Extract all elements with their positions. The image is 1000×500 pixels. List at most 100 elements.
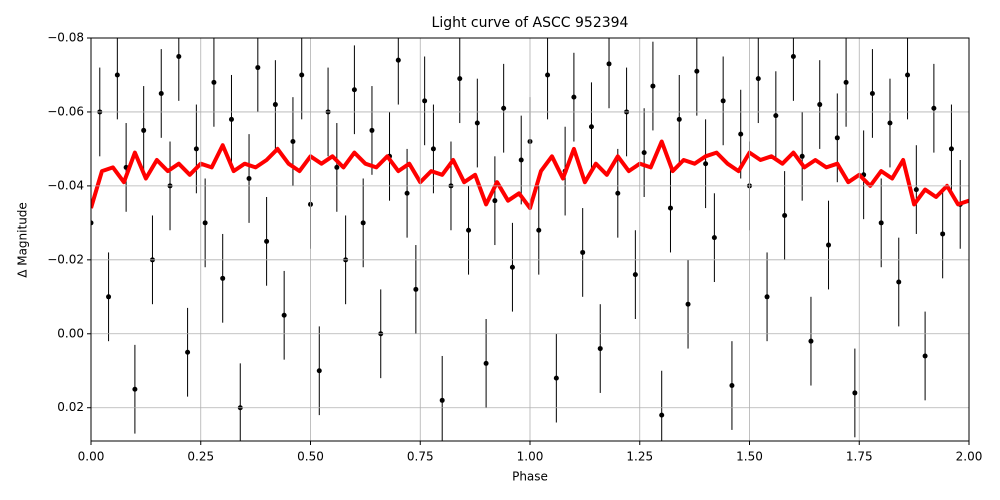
data-point bbox=[536, 227, 542, 233]
data-point bbox=[896, 279, 902, 285]
data-point bbox=[501, 105, 507, 111]
data-point bbox=[764, 294, 770, 300]
x-tick-label: 0.75 bbox=[407, 450, 434, 464]
x-tick-label: 2.00 bbox=[956, 450, 983, 464]
data-point bbox=[185, 349, 191, 355]
x-axis-label: Phase bbox=[512, 470, 548, 484]
data-point bbox=[457, 76, 463, 82]
y-axis-label: Δ Magnitude bbox=[16, 202, 30, 278]
data-point bbox=[430, 146, 436, 152]
data-point bbox=[940, 231, 946, 237]
data-point bbox=[694, 68, 700, 74]
y-tick-label: −0.04 bbox=[47, 178, 84, 192]
data-point bbox=[580, 249, 586, 255]
data-point bbox=[685, 301, 691, 307]
data-point bbox=[474, 120, 480, 126]
plot-frame bbox=[90, 37, 970, 442]
data-point bbox=[650, 83, 656, 89]
data-point bbox=[843, 79, 849, 85]
data-point bbox=[211, 79, 217, 85]
data-point bbox=[264, 238, 270, 244]
data-point bbox=[869, 90, 875, 96]
y-tick-label: −0.02 bbox=[47, 252, 84, 266]
data-point bbox=[202, 220, 208, 226]
data-point bbox=[413, 286, 419, 292]
data-point bbox=[887, 120, 893, 126]
data-point bbox=[158, 90, 164, 96]
data-point bbox=[466, 227, 472, 233]
x-tick-label: 1.50 bbox=[736, 450, 763, 464]
y-tick-label: −0.08 bbox=[47, 31, 84, 45]
data-point bbox=[316, 368, 322, 374]
data-point bbox=[351, 87, 357, 93]
data-point bbox=[659, 412, 665, 418]
data-point bbox=[773, 113, 779, 119]
data-point bbox=[667, 205, 673, 211]
data-point bbox=[334, 164, 340, 170]
data-point bbox=[790, 53, 796, 59]
data-point bbox=[782, 212, 788, 218]
data-point bbox=[220, 275, 226, 281]
data-point bbox=[404, 190, 410, 196]
data-point bbox=[606, 61, 612, 67]
data-point bbox=[255, 65, 261, 71]
data-point bbox=[369, 127, 375, 133]
data-point bbox=[720, 98, 726, 104]
data-point bbox=[299, 72, 305, 78]
data-point bbox=[483, 360, 489, 366]
data-point bbox=[395, 57, 401, 63]
data-point bbox=[509, 264, 515, 270]
data-point bbox=[272, 102, 278, 108]
data-point bbox=[422, 98, 428, 104]
data-point bbox=[817, 102, 823, 108]
y-tick-label: 0.00 bbox=[57, 326, 84, 340]
data-point bbox=[176, 53, 182, 59]
data-point bbox=[641, 150, 647, 156]
data-point bbox=[931, 105, 937, 111]
data-point bbox=[834, 135, 840, 141]
data-point bbox=[799, 153, 805, 159]
data-point bbox=[360, 220, 366, 226]
data-point bbox=[141, 127, 147, 133]
x-tick-label: 1.25 bbox=[626, 450, 653, 464]
data-point bbox=[808, 338, 814, 344]
x-tick-label: 1.75 bbox=[846, 450, 873, 464]
data-point bbox=[518, 157, 524, 163]
data-point bbox=[193, 146, 199, 152]
y-tick-label: 0.02 bbox=[57, 400, 84, 414]
chart-title: Light curve of ASCC 952394 bbox=[432, 15, 629, 31]
x-tick-label: 0.00 bbox=[78, 450, 105, 464]
data-point bbox=[826, 242, 832, 248]
x-tick-label: 0.25 bbox=[187, 450, 214, 464]
data-point bbox=[852, 390, 858, 396]
data-point bbox=[755, 76, 761, 82]
data-point bbox=[545, 72, 551, 78]
data-point bbox=[114, 72, 120, 78]
x-tick-label: 1.00 bbox=[517, 450, 544, 464]
data-point bbox=[91, 220, 94, 226]
data-point bbox=[588, 124, 594, 130]
data-point bbox=[711, 235, 717, 241]
data-point bbox=[948, 146, 954, 152]
data-point bbox=[878, 220, 884, 226]
data-point bbox=[738, 131, 744, 137]
data-point bbox=[106, 294, 112, 300]
data-point bbox=[905, 72, 911, 78]
data-point bbox=[913, 187, 919, 193]
data-point bbox=[439, 397, 445, 403]
data-point bbox=[632, 272, 638, 278]
data-point bbox=[703, 161, 709, 167]
data-point bbox=[492, 198, 498, 204]
data-point bbox=[922, 353, 928, 359]
data-point bbox=[571, 94, 577, 100]
data-point bbox=[132, 386, 138, 392]
data-point bbox=[281, 312, 287, 318]
data-point bbox=[246, 175, 252, 181]
x-tick-label: 0.50 bbox=[297, 450, 324, 464]
data-point bbox=[615, 190, 621, 196]
data-point bbox=[290, 139, 296, 145]
data-point bbox=[553, 375, 559, 381]
data-point bbox=[228, 116, 234, 122]
